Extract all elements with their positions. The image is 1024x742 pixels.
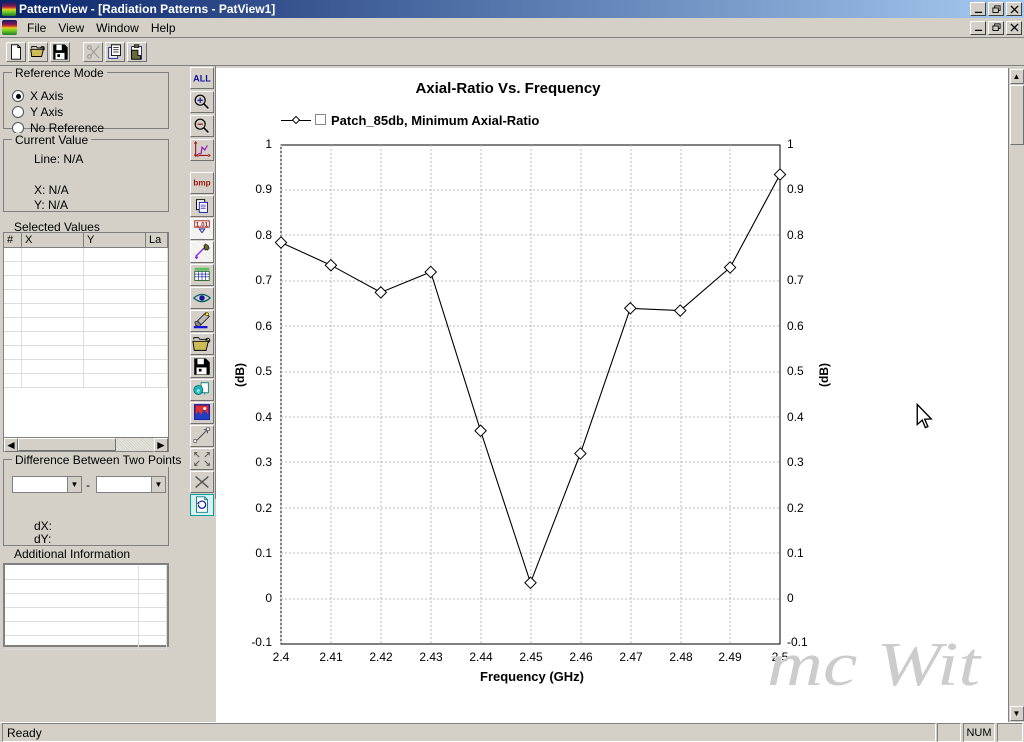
svg-text:bmp: bmp bbox=[193, 179, 210, 188]
svg-text:ALL: ALL bbox=[193, 74, 211, 84]
svg-text:1.01: 1.01 bbox=[196, 222, 209, 229]
